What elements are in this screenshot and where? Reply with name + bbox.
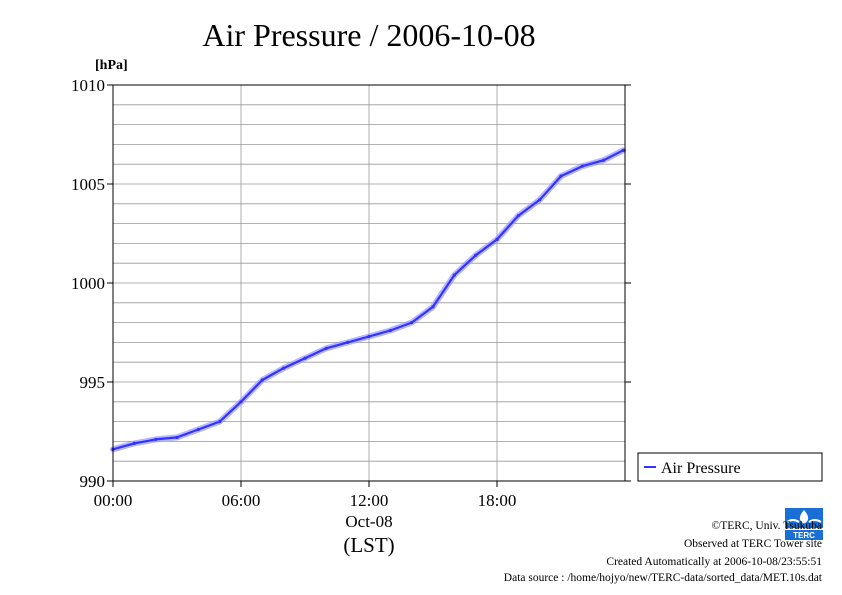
chart-title: Air Pressure / 2006-10-08 — [202, 17, 535, 53]
data-point — [388, 328, 392, 333]
data-point — [367, 334, 371, 339]
y-tick-label: 995 — [80, 373, 106, 392]
terc-logo: TERC — [783, 502, 825, 540]
x-axis-date-label: Oct-08 — [345, 512, 392, 531]
x-tick-label: 12:00 — [350, 491, 389, 510]
footer-copyright: ©TERC, Univ. Tsukuba — [711, 520, 822, 532]
series-group — [110, 147, 627, 453]
data-point — [260, 378, 264, 382]
data-point — [175, 435, 179, 440]
y-tick-label: 1000 — [71, 274, 105, 293]
y-tick-label: 990 — [80, 472, 106, 491]
data-point — [218, 420, 222, 424]
data-point — [474, 253, 478, 257]
data-point — [132, 441, 136, 445]
series-halo — [110, 147, 627, 453]
data-point — [410, 321, 414, 325]
x-axis-ticks: 00:00 06:00 12:00 18:00 — [94, 481, 517, 510]
legend: Air Pressure — [637, 452, 823, 482]
x-tick-label: 00:00 — [94, 491, 133, 510]
grid-lines — [113, 85, 625, 481]
x-axis-label: (LST) — [343, 533, 394, 557]
data-point — [516, 214, 520, 218]
y-axis-unit-label: [hPa] — [95, 58, 128, 73]
data-point — [282, 366, 286, 370]
data-point — [239, 400, 243, 404]
data-point — [538, 198, 542, 202]
footer-observed: Observed at TERC Tower site — [683, 538, 822, 550]
legend-label: Air Pressure — [661, 460, 741, 477]
data-point — [452, 273, 456, 277]
y-tick-label: 1005 — [71, 175, 105, 194]
data-point — [602, 158, 606, 162]
x-tick-label: 18:00 — [478, 491, 517, 510]
footer-source: Data source : /home/hojyo/new/TERC-data/… — [503, 572, 822, 584]
data-point — [621, 148, 625, 152]
data-point — [495, 237, 499, 242]
y-axis-ticks: 990 995 1000 1005 1010 — [71, 76, 631, 491]
data-point — [154, 437, 158, 442]
y-tick-label: 1010 — [71, 76, 105, 95]
logo-text: TERC — [793, 531, 815, 540]
legend-box — [637, 452, 823, 482]
footer-created: Created Automatically at 2006-10-08/23:5… — [606, 556, 822, 568]
data-point — [580, 164, 584, 168]
x-tick-label: 06:00 — [222, 491, 261, 510]
data-point — [324, 346, 328, 350]
data-point — [196, 427, 200, 432]
data-point — [431, 305, 435, 309]
data-point — [559, 174, 563, 178]
data-point — [346, 340, 350, 344]
data-point — [303, 356, 307, 360]
